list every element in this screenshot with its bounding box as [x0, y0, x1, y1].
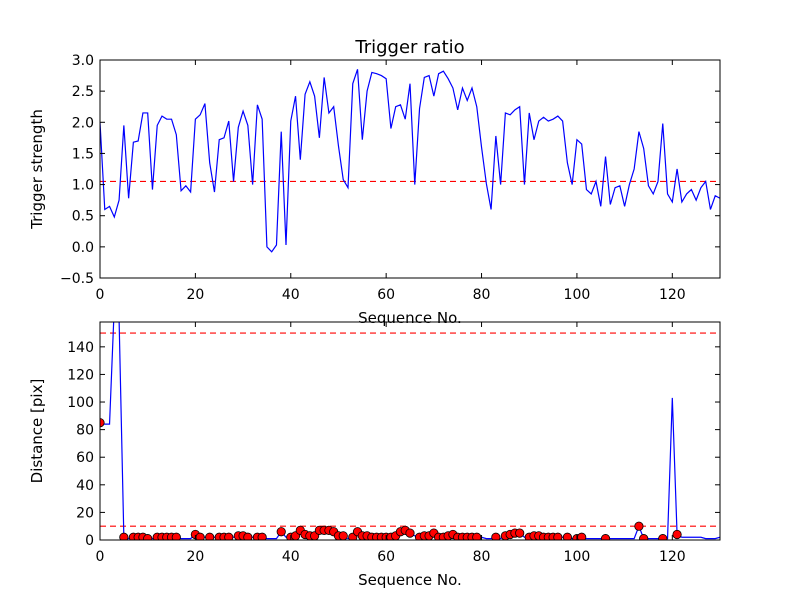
data-point [515, 528, 525, 538]
plot-area: 0 20 40 60 80 100 120 −0.5 0.0 0.5 1.0 1.5 2.0 2.5 3.0 [60, 53, 721, 303]
y-tick-label: 0.5 [72, 209, 94, 225]
y-tick-label: −0.5 [60, 271, 94, 287]
data-point [224, 532, 234, 540]
x-tick-label: 60 [377, 549, 395, 565]
x-tick-label: 20 [186, 287, 204, 303]
data-point [562, 532, 572, 540]
trigger-ratio-chart: Trigger ratio 0 20 40 60 80 100 120 −0.5 0.0 0.5 1… [28, 37, 721, 327]
plot-area: 0 20 40 60 80 100 120 0 20 40 60 80 100 120 140 [67, 321, 721, 565]
y-tick-label: 40 [76, 478, 94, 494]
data-point [205, 532, 215, 540]
x-tick-label: 120 [659, 287, 686, 303]
x-tick-label: 40 [282, 287, 300, 303]
data-point [491, 532, 501, 540]
series-line [100, 69, 720, 253]
x-tick-label: 0 [96, 549, 105, 565]
data-point [243, 532, 253, 540]
x-tick-label: 40 [282, 549, 300, 565]
distance-chart: 0 20 40 60 80 100 120 0 20 40 60 80 100 120 140 Sequen… [28, 321, 721, 589]
data-point [257, 532, 267, 540]
y-tick-label: 20 [76, 505, 94, 521]
data-point [338, 531, 348, 540]
y-tick-label: 1.5 [72, 146, 94, 162]
y-tick-label: 2.5 [72, 84, 94, 100]
y-tick-label: 140 [67, 340, 94, 356]
data-point [600, 534, 611, 540]
data-point [634, 521, 644, 531]
chart-title: Trigger ratio [354, 37, 464, 58]
y-tick-label: 2.0 [72, 115, 94, 131]
data-point [276, 527, 286, 537]
axes-frame [99, 321, 721, 541]
y-tick-label: 0.0 [72, 240, 94, 256]
data-point [119, 532, 129, 540]
data-point [143, 534, 153, 540]
y-tick-label: 1.0 [72, 178, 94, 194]
y-tick-label: 60 [76, 450, 94, 466]
x-tick-label: 80 [473, 287, 491, 303]
x-tick-label: 80 [473, 549, 491, 565]
y-tick-label: 100 [67, 395, 94, 411]
data-point [658, 534, 668, 540]
y-tick-label: 120 [67, 367, 94, 383]
y-tick-label: 80 [76, 423, 94, 439]
x-tick-label: 100 [564, 287, 591, 303]
x-tick-label: 100 [564, 549, 591, 565]
data-point [672, 529, 682, 540]
plot-content [100, 69, 720, 253]
data-point [553, 532, 563, 540]
data-point [639, 534, 649, 540]
data-point [195, 532, 205, 540]
data-point [171, 532, 181, 540]
axes-frame [99, 59, 721, 279]
plot-content [100, 322, 720, 540]
data-point [405, 528, 415, 538]
data-point [577, 532, 587, 540]
x-tick-label: 120 [659, 549, 686, 565]
y-axis-label: Trigger strength [28, 109, 46, 230]
x-axis-label: Sequence No. [358, 309, 462, 327]
x-tick-label: 60 [377, 287, 395, 303]
x-axis-label: Sequence No. [358, 571, 462, 589]
x-tick-label: 0 [96, 287, 105, 303]
y-tick-label: 0 [85, 533, 94, 549]
y-tick-label: 3.0 [72, 53, 94, 69]
x-tick-label: 20 [186, 549, 204, 565]
data-point [472, 532, 482, 540]
y-axis-label: Distance [pix] [28, 379, 46, 484]
